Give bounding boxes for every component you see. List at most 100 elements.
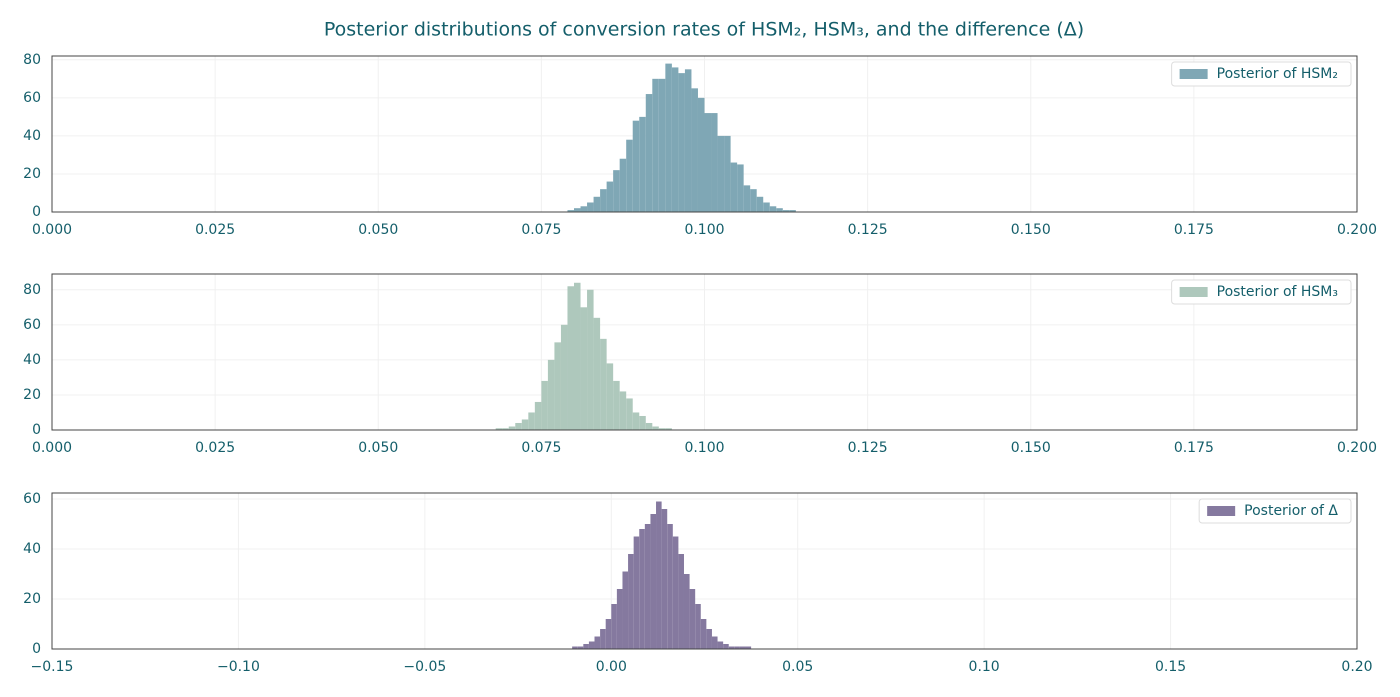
x-tick-label: 0.000 [32, 440, 72, 456]
histogram-bar [577, 646, 584, 649]
figure-title: Posterior distributions of conversion ra… [324, 19, 1084, 41]
histogram-bar [789, 210, 796, 212]
histogram-bar [619, 391, 627, 430]
histogram-bar [704, 113, 712, 212]
plot-frame [51, 55, 1358, 213]
x-tick-label: 0.075 [521, 222, 561, 238]
y-tick-label: 40 [23, 128, 41, 144]
histogram-bar [567, 286, 574, 430]
histogram-bar [743, 185, 751, 212]
histogram-bar [633, 536, 640, 649]
y-tick-label: 20 [23, 591, 41, 607]
x-tick-label: 0.100 [684, 440, 724, 456]
histogram-bar [644, 524, 651, 649]
x-tick-label: 0.200 [1337, 222, 1377, 238]
histogram-bar [745, 646, 752, 649]
histogram-bar [580, 206, 588, 212]
histogram-bar [730, 162, 738, 212]
histogram-bar [580, 307, 588, 430]
histogram-bar [541, 380, 548, 430]
histogram-bar [658, 428, 666, 430]
histogram-bar [763, 202, 770, 212]
histogram-bar [606, 181, 614, 212]
histogram-bar [639, 529, 645, 649]
histogram-bar [769, 206, 777, 212]
histogram-bar [700, 619, 707, 649]
histogram-bar [502, 428, 509, 430]
legend-swatch [1179, 69, 1208, 79]
histogram-bar [782, 210, 790, 212]
legend-box [1198, 498, 1352, 524]
y-tick-label: 60 [23, 491, 41, 507]
histogram-bar [639, 415, 646, 430]
histogram-bar [737, 164, 744, 212]
histogram-bar [645, 422, 653, 430]
histogram-bar [671, 67, 679, 212]
histogram-bar [613, 380, 620, 430]
histogram-bar [508, 426, 516, 430]
x-tick-label: 0.025 [195, 222, 235, 238]
y-tick-label: 0 [32, 641, 41, 657]
histogram-bar [652, 78, 659, 212]
histogram-bar [734, 646, 740, 649]
histogram-bar [616, 589, 623, 649]
plot-frame [51, 273, 1358, 431]
histogram-bar [606, 363, 614, 430]
histogram-bar [658, 78, 666, 212]
x-tick-label: 0.075 [521, 440, 561, 456]
y-tick-label: 0 [32, 204, 41, 220]
histogram-bar [756, 196, 764, 212]
histogram-bar [554, 342, 561, 430]
x-tick-label: 0.200 [1337, 440, 1377, 456]
histogram-bar [678, 554, 684, 649]
x-tick-label: −0.15 [31, 659, 74, 675]
x-tick-label: 0.125 [848, 440, 888, 456]
plot-frame [51, 492, 1358, 650]
histogram-bar [587, 289, 594, 430]
histogram-bar [593, 196, 601, 212]
legend-box [1171, 61, 1352, 87]
histogram-bar [711, 636, 718, 649]
legend: Posterior of Δ [1198, 498, 1352, 524]
histogram-bar [574, 208, 581, 212]
histogram-bar [706, 629, 712, 649]
histogram-bar [600, 338, 607, 430]
histogram-bar [678, 73, 685, 212]
histogram-bar [661, 509, 668, 649]
histogram-bar [495, 428, 503, 430]
x-tick-label: 0.100 [684, 222, 724, 238]
histogram-bar [619, 158, 627, 212]
histogram-bar [750, 189, 757, 212]
x-tick-label: 0.175 [1174, 440, 1214, 456]
histogram-bar [626, 139, 633, 212]
histogram-bar [587, 202, 594, 212]
histogram-bar [613, 170, 620, 212]
x-tick-label: 0.15 [1155, 659, 1186, 675]
legend-swatch [1179, 287, 1208, 297]
x-tick-label: −0.05 [403, 659, 446, 675]
x-tick-label: 0.050 [358, 222, 398, 238]
histogram-bar [683, 574, 690, 649]
histogram-bar [667, 524, 673, 649]
x-tick-label: 0.10 [969, 659, 1000, 675]
histogram-bar [600, 189, 607, 212]
histogram-bar [515, 422, 522, 430]
histogram-bar [588, 641, 595, 649]
histogram-bar [739, 646, 746, 649]
legend: Posterior of HSM₂ [1171, 61, 1352, 87]
histogram-bar [632, 120, 640, 212]
histogram-bar [567, 210, 574, 212]
histogram-bar [574, 282, 581, 430]
histogram-bar [665, 428, 672, 430]
histogram-bar [605, 619, 612, 649]
histogram-bar [632, 412, 640, 430]
histogram-bar [776, 208, 783, 212]
histogram-bar [600, 629, 606, 649]
histogram-bar [656, 501, 662, 649]
histogram-bar [650, 514, 657, 649]
y-tick-label: 40 [23, 352, 41, 368]
histogram-bar [695, 604, 701, 649]
histogram-bar [652, 426, 659, 430]
histogram-bar [724, 135, 731, 212]
